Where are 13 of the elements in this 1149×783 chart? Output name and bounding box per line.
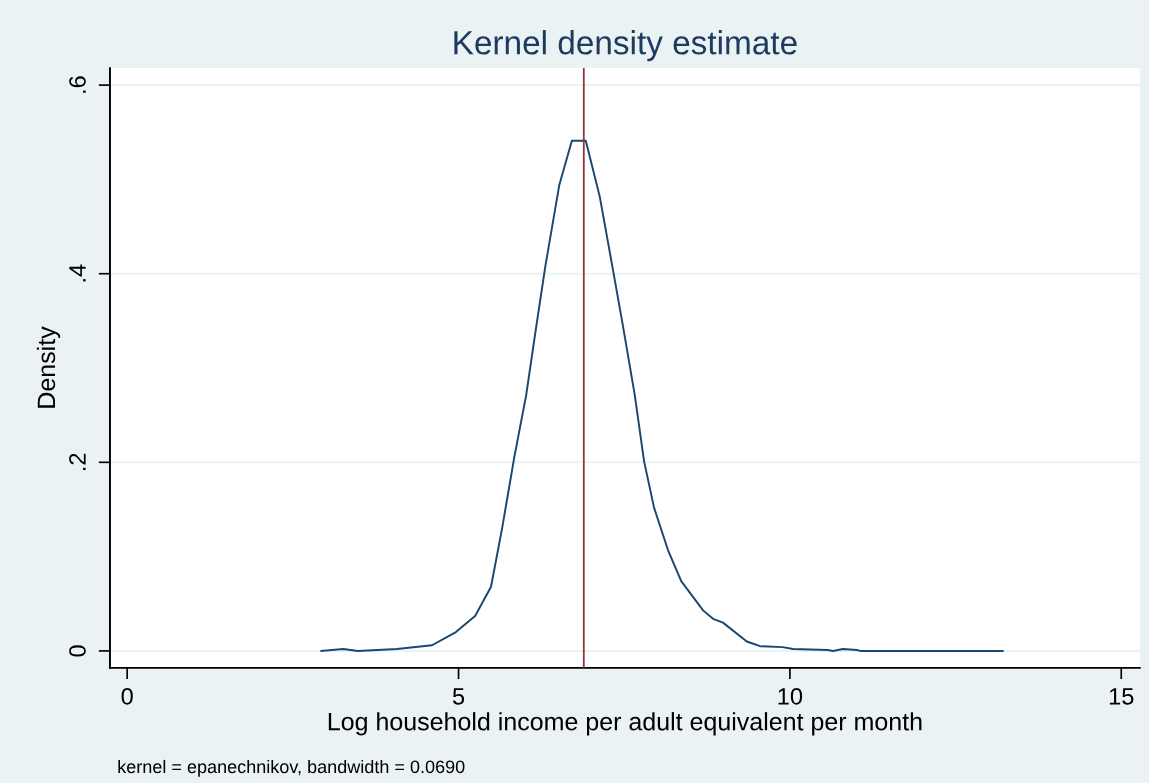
text: kernel = epanechnikov, bandwidth = 0.0690: [118, 759, 465, 777]
x-axis-title: Log household income per adult equivalent per month: [328, 712, 922, 736]
line-series: [320, 139, 1004, 652]
y-axis-title: Density: [36, 326, 61, 408]
chart-title: Kernel density estimate: [454, 30, 797, 62]
x-tick-label: 5: [452, 688, 465, 705]
y-tick-label: .4: [69, 264, 86, 282]
x-tick-label: 15: [1109, 688, 1134, 705]
y-tick-label: .2: [69, 453, 86, 470]
x-tick-label: 10: [778, 687, 803, 705]
y-tick-label: 0: [69, 645, 86, 657]
y-tick-label: .6: [69, 76, 86, 93]
x-tick-label: 0: [121, 687, 133, 705]
